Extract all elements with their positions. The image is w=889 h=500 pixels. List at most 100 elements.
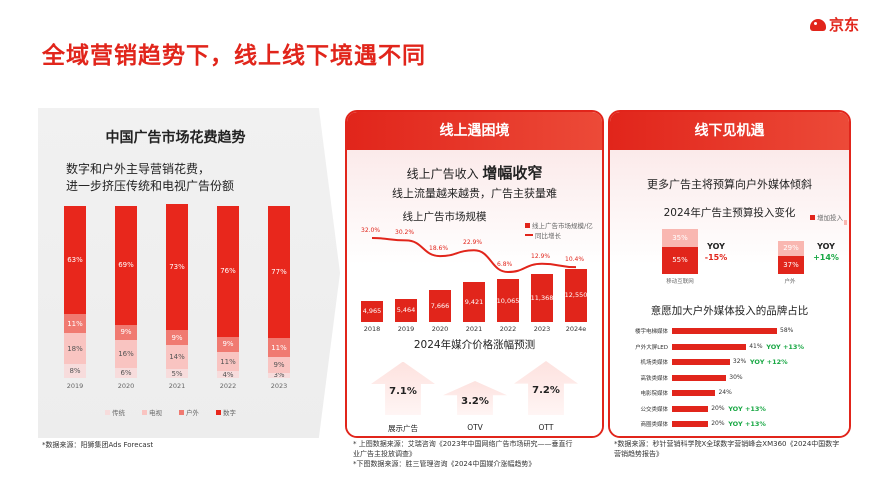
middle-source: * 上图数据来源：艾瑞咨询《2023年中国网络广告市场研究——垂直行 业广告主投… [353,439,613,469]
x-tick-label: 2024e [565,325,587,333]
growth-label: 18.6% [429,245,449,253]
bar-segment-2: 11% [268,338,290,358]
legend-swatch [810,214,815,220]
growth-label: 12.9% [531,252,551,260]
brand-bar [672,328,777,334]
market-bar: 5,464 [395,298,417,322]
bar-segment-3: 69% [115,206,137,325]
market-bar: 7,666 [429,289,451,322]
x-tick-label: 2019 [66,382,84,390]
x-tick-label: 2021 [465,325,483,333]
offline-card-body: 更多广告主将预算向户外媒体倾斜 2024年广告主预算投入变化 55% 35% 移动互… [610,150,849,436]
online-card: 线上遇困境 线上广告收入 增幅收窄 线上流量越来越贵，广告主获量难 线上广告市场… [345,110,604,438]
growth-label: 32.0% [361,227,381,234]
forecast-title: 2024年媒介价格涨幅预测 [413,339,536,351]
x-tick-label: 2019 [397,325,415,333]
bar-segment-0: 3% [268,371,290,379]
legend-swatch [179,409,184,415]
legend-item: 户外 [179,407,199,417]
market-bar: 11,368 [531,273,553,322]
stacked-bar: 8% 18% 11% 63% [64,206,86,378]
growth-label: 30.2% [395,229,415,237]
x-tick-label: 2022 [499,325,517,333]
forecast-value: 7.1% [389,385,417,397]
right-source: *数据来源：秒针营销科学院X全球数字营销峰会XM360《2024中国数字 营销趋… [614,439,864,459]
market-legend-line: 同比增长 [525,230,561,240]
price-forecast-chart: 7.1% 展示广告 3.2% OTV 7.2% OTT [347,355,602,436]
online-subtitle-line2: 线上流量越来越贵，广告主获量难 [392,187,557,200]
brand-category: 户外大屏LED [635,344,668,351]
right-source-line1: *数据来源：秒针营销科学院X全球数字营销峰会XM360《2024中国数字 [614,440,840,448]
yoy-label: YOY [817,242,835,251]
budget-segment: 55% [662,246,698,274]
ad-spend-legend: 传统 电视 户外 数字 [105,407,255,417]
bar-segment-2: 11% [64,314,86,334]
brand-bar [672,405,709,412]
online-subtitle: 线上广告收入 增幅收窄 [347,162,602,183]
legend-label: 增加投入 [817,214,843,222]
bar-segment-2: 9% [166,329,188,346]
left-subtitle-line2: 进一步挤压传统和电视广告份额 [66,179,235,193]
ad-spend-stacked-chart: 8% 18% 11% 63% 2019 6% 16% 9% 69% 2020 5% 14% 9% 73% 2… [50,200,300,390]
middle-source-line1: * 上图数据来源：艾瑞咨询《2023年中国网络广告市场研究——垂直行 [353,440,573,448]
brand-value: 20% [711,420,725,427]
bar-segment-1: 11% [217,352,239,372]
brand-bar [672,343,747,350]
right-source-line2: 营销趋势报告》 [614,450,663,458]
stacked-bar: 3% 9% 11% 77% [268,206,290,379]
brand-name: 京东 [828,16,859,34]
bar-segment-3: 77% [268,206,290,339]
brand-category: 电影院媒体 [640,391,668,397]
legend-label: 线上广告市场规模/亿 [532,222,593,230]
market-size-chart: 线上广告市场规模/亿 同比增长 4,965 2018 32.0% 5,464 2019 30.… [355,222,595,334]
online-subtitle-prefix: 线上广告收入 [406,167,479,181]
offline-card-header: 线下见机遇 [610,112,849,150]
x-tick-label: 2021 [168,382,186,390]
brand-value: 58% [780,327,794,334]
bar-segment-1: 14% [166,345,188,370]
online-subtitle-emphasis: 增幅收窄 [482,164,543,182]
brand-share-chart: 楼宇电梯媒体 58% 户外大屏LED 41% YOY +13% 机场类媒体 32% YOY +… [610,322,849,436]
brand-value: 20% [711,404,725,412]
stacked-bar: 6% 16% 9% 69% [115,206,137,378]
legend-label: 同比增长 [535,232,561,240]
budget-category: 户外 [784,279,796,285]
legend-swatch [216,409,221,415]
growth-line [371,237,577,274]
growth-label: 22.9% [463,239,483,247]
brand-share-title: 意愿加大户外媒体投入的品牌占比 [650,305,809,317]
budget-category: 移动互联网 [666,279,694,285]
legend-label: 户外 [186,409,199,417]
brand-category: 高铁类媒体 [640,375,668,382]
brand-value: 32% [732,358,747,365]
x-tick-label: 2020 [117,382,135,390]
market-bar: 12,550 [565,268,587,322]
bar-segment-2: 9% [217,336,239,353]
legend-swatch [525,222,530,228]
growth-label: 6.8% [497,261,513,269]
brand-bar [672,421,709,427]
yoy-value: +14% [813,253,839,262]
bar-segment-3: 73% [166,204,188,330]
online-card-header: 线上遇困境 [347,112,602,150]
bar-segment-2: 9% [115,324,137,341]
offline-card: 线下见机遇 更多广告主将预算向户外媒体倾斜 2024年广告主预算投入变化 55%… [608,110,851,438]
x-tick-label: 2023 [270,382,288,390]
bar-segment-0: 6% [115,367,137,378]
offline-subtitle: 更多广告主将预算向户外媒体倾斜 [647,178,812,191]
budget-legend-item: 持平 [844,212,849,232]
legend-item: 电视 [142,407,162,417]
legend-label: 电视 [149,409,162,417]
forecast-value: 7.2% [532,385,560,397]
budget-segment: 35% [662,229,698,247]
left-panel-title: 中国广告市场花费趋势 [105,130,246,146]
market-bar: 10,065 [497,279,519,322]
legend-item: 传统 [105,407,125,417]
bar-segment-1: 18% [64,333,86,365]
budget-change-chart: 55%35% 移动互联网 YOY -15% 37%29% 户外 YOY +14% 增加投入持平 [610,214,849,298]
legend-swatch [142,409,147,415]
forecast-category: OTT [538,423,554,432]
forecast-category: OTV [467,423,483,432]
jd-logo: 京东 [809,14,859,35]
market-legend-bar: 线上广告市场规模/亿 [525,220,593,230]
